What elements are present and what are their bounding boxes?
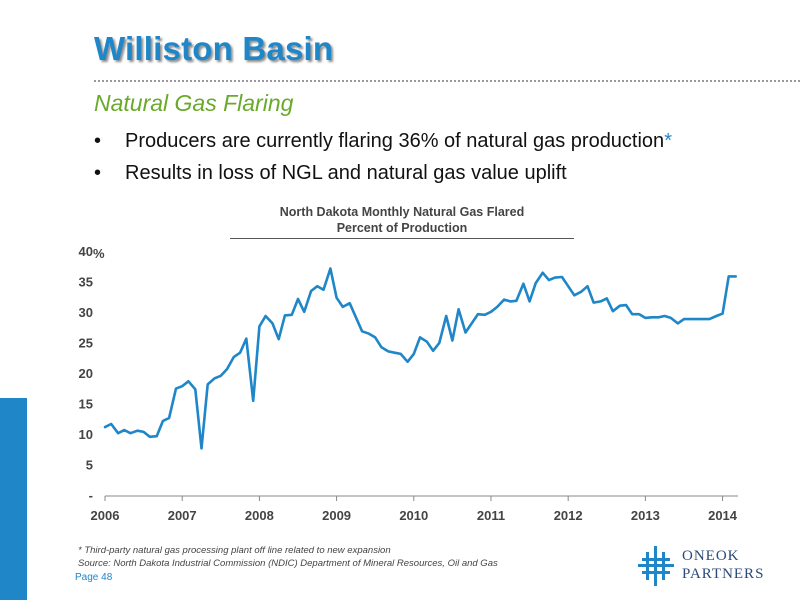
y-tick-label: 35 bbox=[79, 275, 93, 290]
chart-subtitle: Percent of Production bbox=[336, 221, 468, 235]
x-tick-label: 2012 bbox=[554, 508, 583, 523]
logo-line-2: PARTNERS bbox=[682, 566, 765, 582]
x-tick-label: 2014 bbox=[708, 508, 738, 523]
y-tick-label: 30 bbox=[79, 305, 93, 320]
chart-title: North Dakota Monthly Natural Gas Flared bbox=[279, 205, 525, 219]
page-subtitle: Natural Gas Flaring bbox=[94, 90, 294, 116]
bullet-text: Results in loss of NGL and natural gas v… bbox=[125, 162, 567, 184]
oneok-partners-logo: ONEOK PARTNERS bbox=[638, 546, 788, 586]
x-tick-label: 2008 bbox=[245, 508, 274, 523]
y-tick-label: 15 bbox=[79, 397, 93, 412]
footnote: * Third-party natural gas processing pla… bbox=[78, 545, 391, 556]
x-tick-label: 2010 bbox=[399, 508, 428, 523]
x-tick-label: 2011 bbox=[477, 508, 505, 523]
bullet-text: Producers are currently flaring 36% of n… bbox=[125, 130, 665, 152]
bullet-list: • Producers are currently flaring 36% of… bbox=[94, 127, 672, 191]
bullet-marker: • bbox=[94, 130, 102, 152]
page-title: Williston Basin bbox=[94, 30, 334, 67]
y-tick-label: 20 bbox=[79, 366, 93, 381]
y-axis-label: % bbox=[93, 246, 105, 261]
side-accent-bar bbox=[0, 398, 27, 600]
chart-title-block: North Dakota Monthly Natural Gas Flared … bbox=[230, 204, 574, 236]
y-tick-label: 10 bbox=[79, 427, 93, 442]
line-chart: - 5 10 15 20 25 30 35 40 % 2006 2007 2008 2009 2010 201… bbox=[79, 244, 738, 523]
x-tick-label: 2006 bbox=[91, 508, 120, 523]
bullet-item: • Producers are currently flaring 36% of… bbox=[94, 127, 672, 159]
source-note: Source: North Dakota Industrial Commissi… bbox=[78, 558, 498, 569]
series-line bbox=[103, 267, 738, 450]
logo-line-1: ONEOK bbox=[682, 548, 740, 564]
x-tick-label: 2013 bbox=[631, 508, 660, 523]
chart-title-underline bbox=[230, 238, 574, 239]
bullet-asterisk: * bbox=[664, 130, 672, 152]
y-tick-label: - bbox=[89, 488, 93, 503]
x-tick-label: 2007 bbox=[168, 508, 197, 523]
page-number: Page 48 bbox=[75, 572, 113, 583]
title-divider bbox=[94, 80, 800, 82]
bullet-item: • Results in loss of NGL and natural gas… bbox=[94, 159, 672, 191]
y-tick-label: 5 bbox=[86, 458, 93, 473]
x-tick-label: 2009 bbox=[322, 508, 351, 523]
y-tick-label: 25 bbox=[79, 336, 93, 351]
bullet-marker: • bbox=[94, 162, 102, 184]
logo-icon bbox=[638, 546, 674, 586]
y-tick-label: 40 bbox=[79, 244, 93, 259]
